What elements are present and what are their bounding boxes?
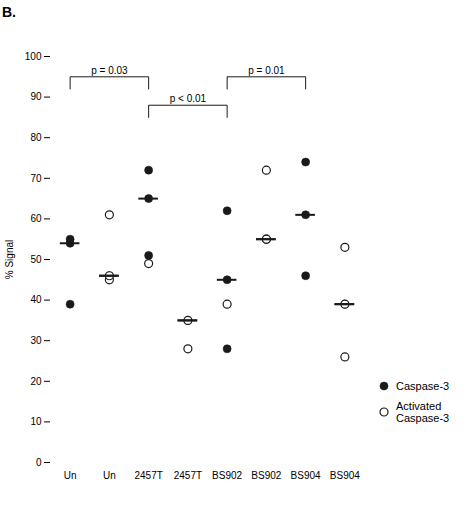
html-text:Activated: Activated xyxy=(396,400,442,412)
html-text:B.: B. xyxy=(2,4,16,20)
svg-text:90: 90 xyxy=(30,91,42,102)
svg-text:BS902: BS902 xyxy=(212,470,242,481)
svg-text:70: 70 xyxy=(30,173,42,184)
svg-text:p = 0.03: p = 0.03 xyxy=(91,65,128,76)
svg-text:Un: Un xyxy=(103,470,116,481)
svg-text:2457T: 2457T xyxy=(134,470,162,481)
svg-text:Un: Un xyxy=(64,470,77,481)
svg-text:p < 0.01: p < 0.01 xyxy=(170,93,207,104)
svg-text:80: 80 xyxy=(30,132,42,143)
svg-text:50: 50 xyxy=(30,254,42,265)
svg-text:BS904: BS904 xyxy=(291,470,321,481)
svg-text:40: 40 xyxy=(30,294,42,305)
svg-text:30: 30 xyxy=(30,335,42,346)
svg-text:20: 20 xyxy=(30,376,42,387)
html-text:Caspase-3: Caspase-3 xyxy=(396,412,450,424)
svg-text:0: 0 xyxy=(36,457,42,468)
svg-text:100: 100 xyxy=(25,51,42,62)
svg-text:% Signal: % Signal xyxy=(4,240,15,279)
svg-text:p = 0.01: p = 0.01 xyxy=(248,65,285,76)
html-text:Caspase-3: Caspase-3 xyxy=(396,380,450,392)
svg-text:BS904: BS904 xyxy=(330,470,360,481)
svg-text:BS902: BS902 xyxy=(251,470,281,481)
svg-text:10: 10 xyxy=(30,416,42,427)
svg-text:60: 60 xyxy=(30,213,42,224)
svg-text:2457T: 2457T xyxy=(174,470,202,481)
